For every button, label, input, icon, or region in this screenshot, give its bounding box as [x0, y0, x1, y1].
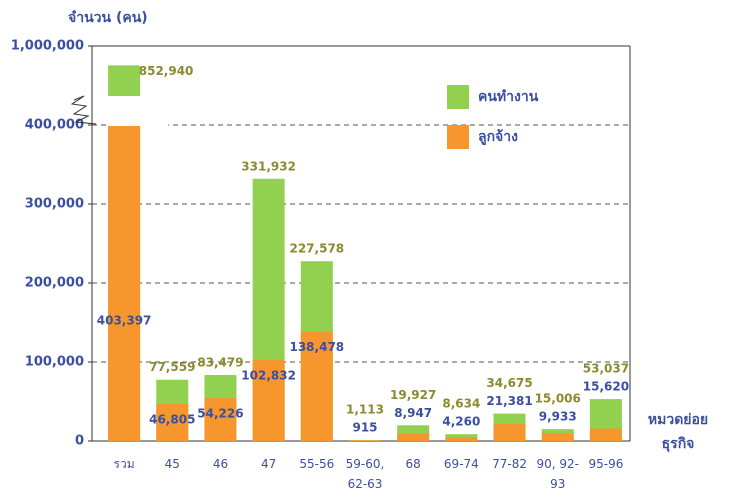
bar — [445, 437, 478, 441]
value-label: 15,006 — [535, 392, 581, 406]
bar — [204, 398, 237, 441]
value-label: 19,927 — [390, 388, 436, 402]
value-label: 331,932 — [241, 159, 296, 173]
legend-swatch — [447, 125, 469, 149]
value-label: 53,037 — [583, 362, 629, 376]
value-label: 8,947 — [394, 406, 432, 420]
y-axis-title: จำนวน (คน) — [68, 10, 148, 26]
value-label: 102,832 — [241, 368, 296, 382]
value-label: 1,113 — [346, 403, 384, 417]
x-axis-title: หมวดย่อย ธุรกิจ — [647, 412, 709, 452]
bar — [397, 433, 430, 441]
value-label: 138,478 — [289, 340, 344, 354]
x-tick-label: 77-82 — [492, 457, 527, 471]
x-tick-label: 46 — [212, 457, 229, 471]
y-tick-label: 300,000 — [25, 197, 84, 212]
bar — [156, 404, 189, 441]
y-tick-label: 200,000 — [25, 276, 84, 291]
legend-swatch — [447, 85, 469, 109]
bar — [445, 434, 478, 441]
value-label: 9,933 — [539, 410, 577, 424]
x-tick-label: 47 — [260, 457, 277, 471]
value-label: 4,260 — [442, 415, 480, 429]
x-tick-label: 95-96 — [588, 457, 624, 471]
x-tick-label: 59-60, 62-63 — [345, 457, 385, 491]
x-tick-label: 55-56 — [299, 457, 335, 471]
value-label: 34,675 — [486, 376, 532, 390]
value-label: 852,940 — [139, 64, 194, 78]
bar — [300, 331, 333, 441]
value-label: 77,559 — [149, 360, 195, 374]
value-label: 8,634 — [442, 397, 480, 411]
y-tick-label: 1,000,000 — [11, 39, 84, 54]
value-label: 915 — [352, 421, 377, 435]
bar — [108, 124, 141, 441]
bar — [541, 433, 574, 441]
value-label: 227,578 — [289, 242, 344, 256]
bar — [349, 440, 381, 441]
y-tick-label: 100,000 — [25, 355, 84, 370]
value-label: 21,381 — [486, 394, 532, 408]
value-label: 15,620 — [583, 380, 629, 394]
value-label: 54,226 — [197, 407, 243, 421]
axis-break — [70, 95, 97, 125]
axis-break — [106, 96, 169, 126]
legend-label: คนทำงาน — [478, 89, 539, 105]
y-tick-label: 0 — [75, 434, 84, 449]
x-tick-label: รวม — [113, 457, 135, 471]
x-tick-label: 90, 92-93 — [536, 457, 579, 491]
x-tick-label: 69-74 — [443, 457, 479, 471]
bar — [493, 424, 526, 441]
x-tick-label: 68 — [405, 457, 421, 471]
value-label: 46,805 — [149, 413, 195, 427]
bar — [252, 359, 285, 441]
x-tick-label: 45 — [164, 457, 180, 471]
value-label: 83,479 — [197, 356, 243, 370]
value-label: 403,397 — [97, 313, 152, 327]
legend-label: ลูกจ้าง — [478, 129, 518, 145]
y-tick-label: 400,000 — [25, 118, 84, 133]
bar — [589, 428, 622, 441]
